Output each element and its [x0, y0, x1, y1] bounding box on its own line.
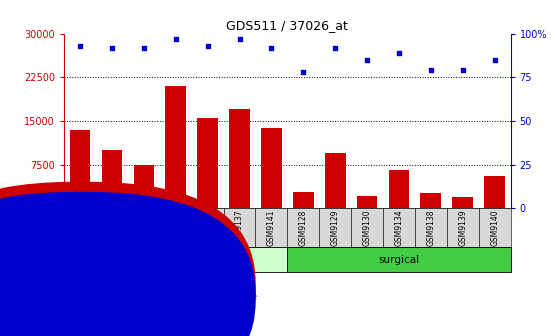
- Bar: [229, 109, 250, 208]
- Bar: [133, 165, 154, 208]
- Text: postmortem: postmortem: [144, 255, 208, 264]
- Point: [108, 45, 117, 50]
- Text: GSM9132: GSM9132: [108, 209, 117, 246]
- Text: specimen: specimen: [11, 255, 61, 264]
- Text: GSM9136: GSM9136: [203, 209, 212, 246]
- Text: GSM9135: GSM9135: [171, 209, 180, 246]
- Text: GSM9137: GSM9137: [235, 209, 244, 246]
- Point: [299, 69, 308, 75]
- Text: GSM9129: GSM9129: [331, 209, 340, 246]
- Bar: [484, 176, 505, 208]
- Point: [363, 57, 372, 62]
- Bar: [357, 196, 377, 208]
- Point: [140, 45, 148, 50]
- Bar: [165, 86, 186, 208]
- Point: [331, 45, 340, 50]
- Point: [490, 57, 499, 62]
- Point: [171, 36, 180, 42]
- Bar: [293, 192, 314, 208]
- Bar: [325, 153, 345, 208]
- Point: [458, 68, 467, 73]
- Bar: [102, 150, 122, 208]
- Point: [203, 43, 212, 48]
- Point: [76, 43, 85, 48]
- Bar: [453, 197, 473, 208]
- Text: GSM9134: GSM9134: [395, 209, 403, 246]
- Bar: [388, 170, 410, 208]
- Bar: [421, 193, 441, 208]
- Text: GSM9140: GSM9140: [490, 209, 499, 246]
- Point: [395, 50, 403, 55]
- Text: GSM9131: GSM9131: [76, 209, 85, 246]
- Bar: [261, 128, 282, 208]
- Point: [267, 45, 276, 50]
- Text: GSM9139: GSM9139: [458, 209, 467, 246]
- Text: GSM9128: GSM9128: [299, 209, 308, 246]
- Text: count: count: [92, 282, 120, 292]
- Title: GDS511 / 37026_at: GDS511 / 37026_at: [227, 19, 348, 33]
- Point: [235, 36, 244, 42]
- Bar: [70, 130, 90, 208]
- Point: [426, 68, 435, 73]
- Text: percentile rank within the sample: percentile rank within the sample: [92, 292, 257, 302]
- Text: GSM9130: GSM9130: [363, 209, 372, 246]
- Bar: [198, 118, 218, 208]
- Text: GSM9133: GSM9133: [140, 209, 148, 246]
- Text: GSM9138: GSM9138: [426, 209, 435, 246]
- Text: surgical: surgical: [378, 255, 420, 264]
- Text: GSM9141: GSM9141: [267, 209, 276, 246]
